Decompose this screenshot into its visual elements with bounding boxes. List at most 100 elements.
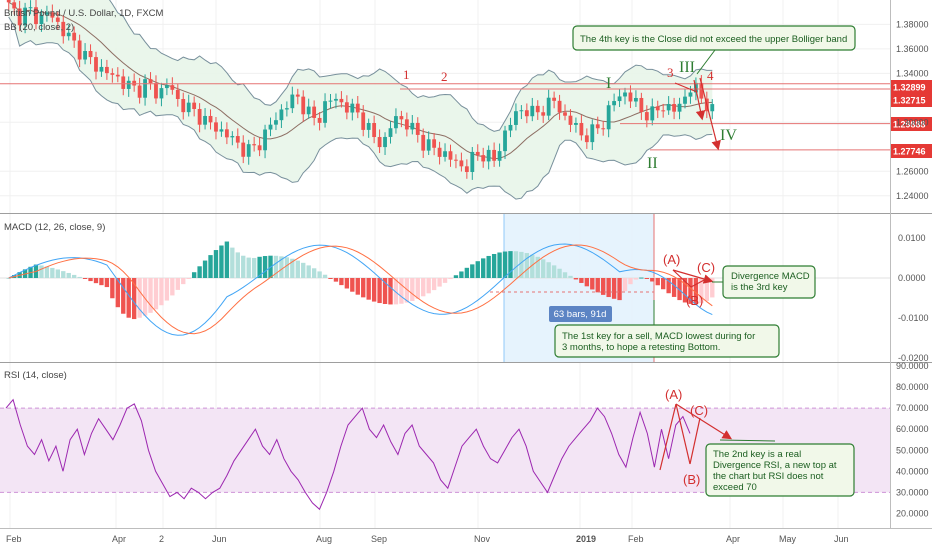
macd-histogram-bar: [181, 278, 186, 285]
chart-title: British Pound / U.S. Dollar, 1D, FXCM: [4, 8, 164, 19]
macd-wave-B-C[interactable]: [690, 277, 709, 288]
rsi-axis-tick: 90.0000: [896, 361, 929, 371]
candle-body: [486, 149, 491, 162]
candle-body: [590, 124, 595, 143]
macd-histogram-bar: [44, 266, 50, 278]
candle-body: [399, 116, 404, 120]
candle-body: [104, 66, 109, 74]
annotation-divergence-macd-line-2: is the 3rd key: [731, 282, 788, 293]
macd-histogram-bar: [410, 278, 415, 301]
price-arrow-down-2[interactable]: [693, 79, 706, 121]
macd-histogram-bar: [601, 278, 606, 295]
candle-body: [39, 14, 44, 25]
macd-histogram-bar: [224, 241, 230, 278]
candle-body: [568, 115, 573, 125]
candle-body: [224, 129, 229, 138]
macd-histogram-bar: [426, 278, 431, 294]
rsi-legend[interactable]: RSI (14, close): [4, 370, 67, 381]
candle-body: [121, 76, 126, 89]
candle-body: [28, 7, 33, 9]
annotation-divergence-macd[interactable]: Divergence MACD is the 3rd key: [722, 265, 816, 299]
candle-body: [372, 122, 377, 138]
wave-label-IV: IV: [720, 127, 737, 144]
macd-histogram-bar: [371, 278, 377, 302]
price-tag-label: 1.27746: [893, 147, 926, 157]
candle-body: [535, 105, 540, 113]
macd-histogram-bar: [126, 278, 131, 318]
macd-wave-B: (B): [686, 293, 703, 308]
annotation-1st-key[interactable]: The 1st key for a sell, MACD lowest duri…: [554, 324, 780, 358]
candle-body: [655, 106, 660, 111]
rsi-wave-up-2[interactable]: [689, 417, 701, 465]
wave-connector: [674, 82, 698, 93]
rsi-wave-C: (C): [690, 403, 708, 418]
macd-histogram-bar: [639, 277, 644, 279]
rsi-wave-down[interactable]: [675, 403, 691, 465]
range-measure-text: 63 bars, 91d: [554, 309, 607, 320]
macd: [0, 241, 890, 336]
annotation-1st-key-text: The 1st key for a sell, MACD lowest duri…: [562, 331, 758, 353]
macd-histogram-bar: [579, 278, 584, 283]
candle-body: [557, 100, 562, 113]
candle-body: [159, 88, 164, 99]
bb-lower: [8, 16, 713, 200]
candle-body: [584, 135, 589, 143]
rsi-axis-tick: 70.0000: [896, 403, 929, 413]
rsi-divergence-arrow[interactable]: [675, 403, 733, 440]
annotation-4th-key[interactable]: The 4th key is the Close did not exceed …: [572, 25, 856, 51]
candle-body: [459, 160, 464, 167]
macd-legend[interactable]: MACD (12, 26, close, 9): [4, 222, 105, 233]
annotation-2nd-key[interactable]: The 2nd key is a real Divergence RSI, a …: [705, 443, 855, 497]
rsi-note-pointer: [719, 439, 776, 442]
macd-axis-tick: -0.0100: [898, 313, 929, 323]
macd-histogram-bar: [382, 278, 388, 304]
macd-histogram-bar: [710, 278, 715, 298]
candle-body: [34, 7, 38, 25]
rsi-wave-up[interactable]: [659, 403, 677, 471]
macd-histogram-bar: [306, 265, 311, 278]
macd-histogram-bar: [699, 278, 704, 304]
bb-legend[interactable]: BB (20, close, 2): [4, 22, 74, 33]
candle-body: [257, 145, 262, 151]
macd-histogram-bar: [88, 278, 93, 282]
annotation-divergence-macd-text: Divergence MACD is the 3rd key: [731, 271, 812, 293]
annotation-divergence-macd-line-1: Divergence MACD: [731, 271, 810, 282]
macd-wave-A-B[interactable]: [672, 269, 692, 288]
macd-histogram-bar: [595, 278, 600, 293]
macd-histogram-bar: [366, 278, 371, 300]
price-arrow-down[interactable]: [699, 77, 721, 151]
candle-body: [639, 97, 644, 113]
candle-body: [77, 40, 82, 60]
macd-histogram-bar: [388, 278, 393, 305]
price-tag-label: 1.29888: [893, 120, 926, 130]
price-tag-bg: [891, 93, 932, 107]
range-measure-label[interactable]: 63 bars, 91d: [549, 306, 612, 322]
candle-body: [66, 32, 71, 37]
candle-body: [519, 110, 524, 112]
price-tag-bg: [891, 117, 932, 131]
candle-body: [181, 99, 186, 113]
candle-body: [546, 97, 551, 116]
macd-histogram-bar: [333, 278, 339, 282]
macd-histogram-bar: [481, 258, 486, 278]
macd-histogram-bar: [633, 278, 639, 280]
wave-label-II: II: [647, 155, 658, 172]
macd-line: [8, 243, 713, 336]
macd-histogram-bar: [704, 278, 710, 301]
candle-body: [279, 109, 284, 121]
candle-body: [148, 79, 153, 84]
candle-body: [710, 104, 715, 112]
candle-body: [688, 92, 693, 97]
wave-label-3: 3: [667, 65, 674, 80]
macd-histogram-bar: [661, 278, 666, 290]
candle-body: [421, 134, 426, 151]
macd-histogram-bar: [148, 278, 153, 313]
candle-body: [355, 103, 360, 113]
candle-body: [650, 106, 655, 121]
candle-body: [361, 112, 366, 130]
rsi-line: [5, 398, 691, 511]
bb-fill: [8, 0, 713, 200]
macd-histogram-bar: [590, 278, 595, 290]
axes: 1.38000 1.36000 1.34000 1.30000 1.26000 1.240…: [6, 19, 929, 544]
